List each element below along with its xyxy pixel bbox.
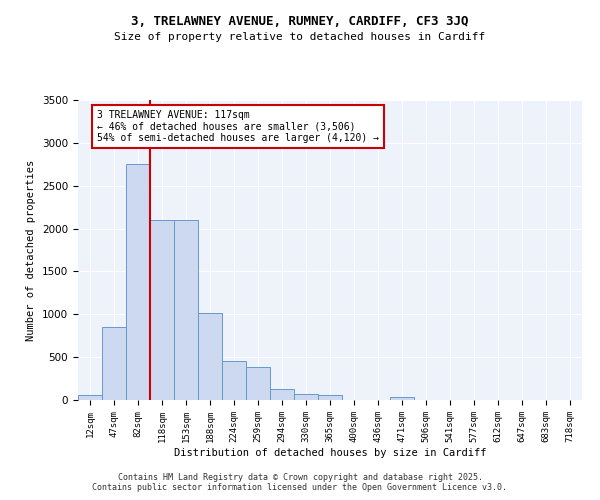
Bar (390, 396, 414, 400)
Bar (294, 394, 318, 400)
Text: 3 TRELAWNEY AVENUE: 117sqm
← 46% of detached houses are smaller (3,506)
54% of s: 3 TRELAWNEY AVENUE: 117sqm ← 46% of deta… (97, 110, 379, 144)
Bar (102, 327, 126, 400)
Bar (126, 164, 150, 400)
Bar (246, 368, 270, 400)
Bar (318, 395, 342, 400)
Bar (174, 220, 198, 400)
X-axis label: Distribution of detached houses by size in Cardiff: Distribution of detached houses by size … (174, 448, 486, 458)
Text: Size of property relative to detached houses in Cardiff: Size of property relative to detached ho… (115, 32, 485, 42)
Text: 3, TRELAWNEY AVENUE, RUMNEY, CARDIFF, CF3 3JQ: 3, TRELAWNEY AVENUE, RUMNEY, CARDIFF, CF… (131, 15, 469, 28)
Bar (270, 389, 294, 400)
Bar (222, 362, 246, 400)
Bar (198, 312, 222, 400)
Bar (78, 396, 102, 400)
Y-axis label: Number of detached properties: Number of detached properties (26, 160, 37, 340)
Text: Contains HM Land Registry data © Crown copyright and database right 2025.: Contains HM Land Registry data © Crown c… (118, 472, 482, 482)
Bar (150, 220, 174, 400)
Text: Contains public sector information licensed under the Open Government Licence v3: Contains public sector information licen… (92, 484, 508, 492)
